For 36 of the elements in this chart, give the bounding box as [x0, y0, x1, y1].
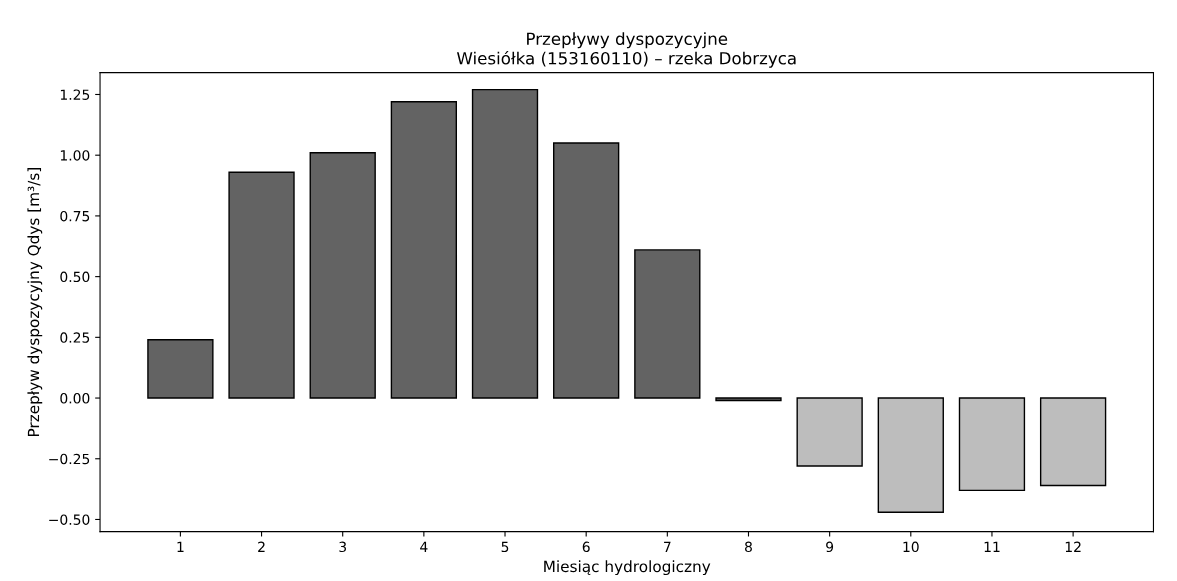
y-axis-title: Przepływ dyspozycyjny Qdys [m³/s] — [27, 168, 43, 437]
bar — [553, 142, 620, 399]
x-tick-label: 4 — [420, 541, 428, 552]
x-tick-label: 6 — [582, 541, 590, 553]
x-tick-label: 7 — [664, 541, 671, 552]
bar — [877, 397, 944, 513]
chart-subtitle: Wiesiółka (153160110) – rzeka Dobrzyca — [456, 50, 796, 68]
x-axis-title: Miesiąc hydrologiczny — [544, 560, 711, 576]
x-tick-label: 10 — [903, 541, 919, 553]
x-tick-label: 12 — [1065, 541, 1081, 552]
y-tick-label: 1.25 — [60, 89, 90, 100]
x-tick-label: 3 — [339, 541, 347, 553]
y-tick-label: 0.75 — [60, 210, 90, 222]
x-tick-label: 1 — [177, 541, 184, 552]
x-tick-label: 5 — [501, 541, 509, 553]
bar — [147, 339, 214, 399]
y-tick-label: −0.50 — [49, 514, 90, 525]
y-tick-label: −0.25 — [49, 453, 90, 465]
bar — [390, 101, 458, 399]
bar — [471, 88, 539, 399]
x-tick-label: 2 — [258, 541, 265, 552]
bar — [228, 171, 295, 399]
y-tick-label: 0.25 — [60, 332, 90, 343]
y-tick-label: 1.00 — [60, 150, 90, 161]
bar — [796, 397, 863, 467]
x-tick-label: 9 — [826, 541, 834, 553]
bar — [958, 397, 1026, 492]
x-tick-label: 8 — [745, 541, 752, 553]
chart-title: Przepływy dyspozycyjne — [527, 32, 728, 49]
y-tick-label: 0.00 — [60, 393, 90, 404]
bar — [634, 249, 701, 399]
y-tick-label: 0.50 — [60, 271, 90, 283]
bar — [715, 397, 782, 402]
bar — [1039, 397, 1107, 487]
bar — [309, 152, 376, 399]
x-tick-label: 11 — [984, 541, 1000, 552]
